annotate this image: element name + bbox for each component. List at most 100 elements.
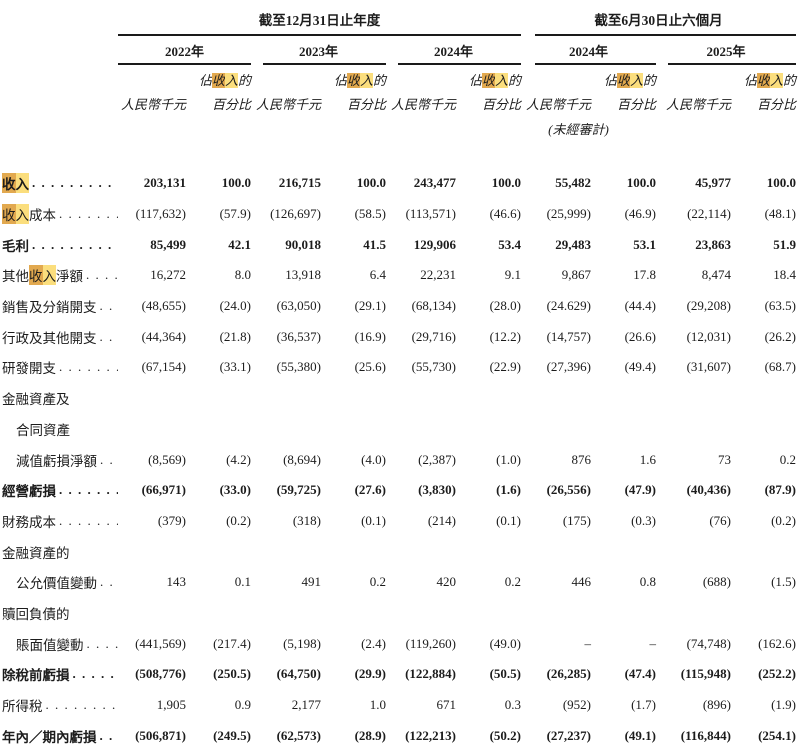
value-cell bbox=[456, 414, 521, 445]
value-cell: (57.9) bbox=[219, 206, 251, 222]
value-cell: 0.8 bbox=[639, 574, 656, 590]
value-cell: 243,477 bbox=[413, 175, 456, 191]
value-cell: (8,694) bbox=[283, 451, 321, 467]
value-cell bbox=[118, 536, 186, 567]
label-text: 贖回負債的 bbox=[2, 606, 70, 622]
dot-leader bbox=[59, 359, 118, 375]
value-cell: (5,198) bbox=[283, 635, 321, 651]
value-cell bbox=[521, 598, 591, 629]
value-cell: 85,499 bbox=[150, 236, 186, 252]
rmb-thousand-label: 人民幣千元 bbox=[665, 97, 731, 112]
value-cell: (14,757) bbox=[546, 328, 591, 344]
value-cell bbox=[386, 414, 456, 445]
value-cell: (117,632) bbox=[135, 206, 186, 222]
value-cell: 0.3 bbox=[504, 697, 521, 713]
value-cell: 143 bbox=[166, 574, 187, 590]
value-cell: 9,867 bbox=[561, 267, 591, 283]
row-label: 贖回負債的 bbox=[2, 598, 118, 629]
value-cell bbox=[321, 383, 386, 414]
row-label: 除稅前虧損 bbox=[2, 659, 118, 690]
value-cell: (26.2) bbox=[764, 328, 796, 344]
value-cell: (28.9) bbox=[354, 727, 386, 743]
row-label: 其他收入淨額 bbox=[2, 260, 118, 291]
value-cell: 100.0 bbox=[221, 175, 251, 191]
value-cell: (175) bbox=[562, 512, 591, 528]
value-cell: (26,285) bbox=[546, 666, 591, 682]
pct-of-revenue-label: 佔收入的 bbox=[186, 66, 251, 92]
value-cell bbox=[386, 383, 456, 414]
dot-leader bbox=[32, 237, 118, 253]
year-2024: 2024年 bbox=[433, 44, 473, 59]
label-text: 的 bbox=[372, 73, 386, 88]
year-2024-interim: 2024年 bbox=[568, 44, 608, 59]
value-cell: (50.5) bbox=[489, 666, 521, 682]
value-cell: (0.1) bbox=[361, 512, 386, 528]
value-cell: 446 bbox=[571, 574, 592, 590]
value-cell: (33.0) bbox=[219, 482, 251, 498]
value-cell: (688) bbox=[702, 574, 731, 590]
value-cell bbox=[386, 536, 456, 567]
row-label: 金融資產及 bbox=[2, 383, 118, 414]
label-text: 金融資產的 bbox=[2, 545, 70, 561]
value-cell: (122,884) bbox=[405, 666, 456, 682]
dot-leader bbox=[59, 206, 118, 222]
value-cell bbox=[386, 598, 456, 629]
value-cell bbox=[656, 536, 731, 567]
value-cell: 100.0 bbox=[356, 175, 386, 191]
value-cell: (33.1) bbox=[219, 359, 251, 375]
value-cell: (116,844) bbox=[680, 727, 731, 743]
value-cell: (0.2) bbox=[771, 512, 796, 528]
value-cell bbox=[186, 598, 251, 629]
value-cell: (4.2) bbox=[226, 451, 251, 467]
value-cell: (16.9) bbox=[354, 328, 386, 344]
dot-leader bbox=[100, 298, 119, 314]
value-cell bbox=[521, 536, 591, 567]
row-label: 毛利 bbox=[2, 229, 118, 260]
value-cell: 0.2 bbox=[779, 451, 796, 467]
label-text: 佔 bbox=[468, 73, 482, 88]
value-cell: 42.1 bbox=[228, 236, 251, 252]
search-highlight: 入 bbox=[42, 265, 56, 286]
dot-leader bbox=[59, 482, 118, 498]
value-cell: (25.6) bbox=[354, 359, 386, 375]
value-cell: (0.1) bbox=[496, 512, 521, 528]
value-cell: (26,556) bbox=[546, 482, 591, 498]
search-highlight: 入 bbox=[494, 73, 508, 88]
search-highlight: 收 bbox=[29, 265, 43, 286]
dot-leader bbox=[87, 636, 119, 652]
search-highlight: 收 bbox=[346, 73, 360, 88]
search-highlight: 收 bbox=[616, 73, 630, 88]
row-label: 行政及其他開支 bbox=[2, 321, 118, 352]
search-highlight: 收 bbox=[756, 73, 770, 88]
label-text: 成本 bbox=[29, 208, 56, 224]
value-cell: (68.7) bbox=[764, 359, 796, 375]
value-cell: (122,213) bbox=[405, 727, 456, 743]
value-cell: (162.6) bbox=[758, 635, 796, 651]
dot-leader bbox=[32, 175, 118, 191]
value-cell: (318) bbox=[292, 512, 321, 528]
value-cell: (59,725) bbox=[276, 482, 321, 498]
year-rule bbox=[386, 63, 521, 66]
value-cell: 876 bbox=[571, 451, 592, 467]
value-cell bbox=[521, 414, 591, 445]
value-cell: (24.629) bbox=[546, 298, 591, 314]
value-cell bbox=[251, 536, 321, 567]
value-cell bbox=[456, 536, 521, 567]
percentage-label: 百分比 bbox=[481, 97, 521, 112]
value-cell: (506,871) bbox=[135, 727, 186, 743]
year-2025-interim: 2025年 bbox=[706, 44, 746, 59]
label-text: 減值虧損淨額 bbox=[16, 453, 97, 469]
value-cell bbox=[591, 383, 656, 414]
value-cell bbox=[521, 383, 591, 414]
value-cell: (29.1) bbox=[354, 298, 386, 314]
value-cell: (47.4) bbox=[624, 666, 656, 682]
value-cell: 16,272 bbox=[150, 267, 186, 283]
value-cell: (55,730) bbox=[411, 359, 456, 375]
pct-of-revenue-label: 佔收入的 bbox=[591, 66, 656, 92]
value-cell: 0.2 bbox=[504, 574, 521, 590]
value-cell: (58.5) bbox=[354, 206, 386, 222]
value-cell: 29,483 bbox=[555, 236, 591, 252]
label-text: 公允價值變動 bbox=[16, 576, 97, 592]
label-text: 的 bbox=[782, 73, 796, 88]
value-cell: 90,018 bbox=[285, 236, 321, 252]
